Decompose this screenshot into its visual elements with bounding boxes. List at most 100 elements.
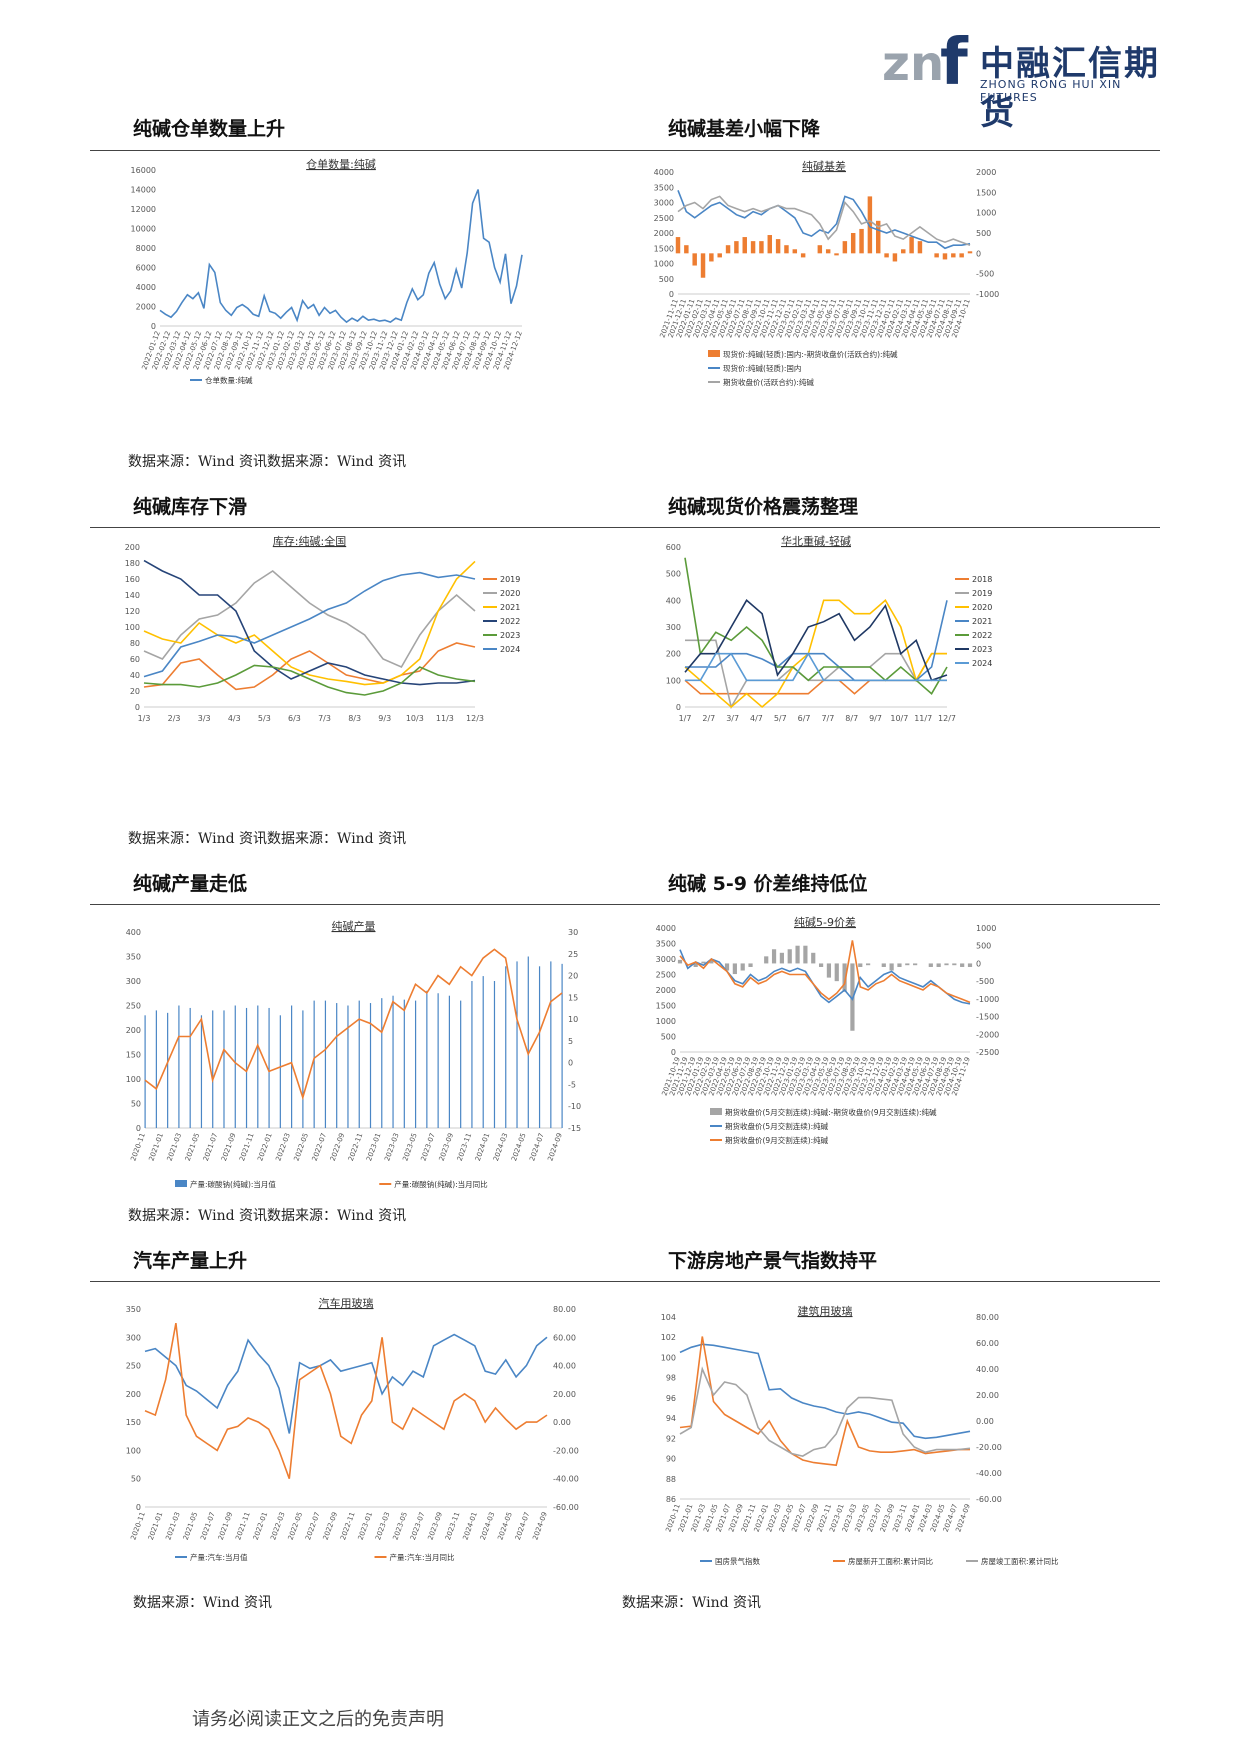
- bar-mark: [771, 949, 777, 964]
- chart-title: 建筑用玻璃: [798, 1304, 853, 1318]
- chart-title: 仓单数量:纯碱: [306, 158, 376, 171]
- bar-mark: [775, 239, 781, 254]
- legend-label: 期货收盘价(9月交割连续):纯碱: [725, 1135, 829, 1145]
- y-tick-label: 0: [151, 322, 156, 331]
- y-tick-label: 1500: [654, 244, 674, 253]
- y2-tick-label: -500: [976, 270, 994, 279]
- legend-label: 2021: [500, 603, 520, 612]
- bar-mark: [936, 963, 941, 967]
- x-tick-label: 2024-01: [461, 1511, 479, 1541]
- source-note-1: 数据来源：Wind 资讯数据来源：Wind 资讯: [128, 454, 407, 470]
- series-line: [684, 599, 947, 709]
- bar-mark: [787, 949, 792, 964]
- y-tick-label: 600: [666, 543, 681, 552]
- y-tick-label: 120: [125, 607, 140, 616]
- bar-mark: [725, 245, 731, 254]
- y-tick-label: 3500: [654, 183, 674, 192]
- legend-swatch: [175, 1180, 187, 1187]
- y-tick-label: 300: [126, 1333, 141, 1342]
- legend-label: 现货价:纯碱(轻质):国内: [723, 363, 801, 373]
- bar-mark: [392, 995, 394, 1128]
- y-tick-label: 150: [126, 1418, 141, 1427]
- series-line: [685, 639, 947, 710]
- x-tick-label: 11/7: [914, 714, 932, 723]
- bar-mark: [811, 952, 816, 964]
- y-tick-label: 12000: [131, 205, 156, 214]
- legend-label: 期货收盘价(5月交割连续):纯碱: [725, 1121, 829, 1131]
- y-tick-label: 100: [126, 1075, 141, 1084]
- y2-tick-label: -40.00: [976, 1469, 1002, 1478]
- y2-tick-label: -2000: [976, 1030, 999, 1039]
- y2-tick-label: 0: [976, 959, 981, 968]
- bar-mark: [795, 945, 800, 964]
- series-line: [144, 948, 563, 1101]
- y-tick-label: 90: [666, 1455, 676, 1464]
- divider-3: [90, 904, 1160, 905]
- bar-mark: [750, 241, 756, 254]
- x-tick-label: 6/3: [288, 714, 301, 723]
- y2-tick-label: 0: [568, 1059, 573, 1068]
- y-tick-label: 2500: [656, 971, 676, 980]
- x-tick-label: 2023-05: [392, 1511, 410, 1541]
- y-tick-label: 0: [135, 703, 140, 712]
- x-tick-label: 10/3: [406, 714, 424, 723]
- y-tick-label: 200: [125, 543, 140, 552]
- bar-mark: [884, 253, 889, 258]
- bar-mark: [875, 220, 881, 254]
- x-tick-label: 12/7: [938, 714, 956, 723]
- y-tick-label: 0: [669, 290, 674, 299]
- chart-title: 库存:纯碱:全国: [273, 535, 346, 548]
- y2-tick-label: 20: [568, 972, 578, 981]
- chart-inventory: 库存:纯碱:全国 0 20 40 60 80 100 120 140 160 180 200 1/3 2/…: [125, 535, 521, 723]
- legend-swatch: [708, 350, 720, 357]
- y-tick-label: 4000: [136, 283, 156, 292]
- y-tick-label: 350: [126, 1305, 141, 1314]
- bar-mark: [944, 963, 949, 966]
- y2-tick-label: 60.00: [976, 1339, 999, 1348]
- bar-mark: [709, 253, 714, 262]
- bar-mark: [448, 995, 450, 1128]
- chart-spread: 纯碱5-9价差 0 500 1000 1500 2000 2500 3000 3500 4000 -…: [656, 915, 1000, 1145]
- y2-tick-label: -60.00: [976, 1495, 1002, 1504]
- series-line: [679, 1343, 971, 1440]
- bar-mark: [825, 249, 831, 254]
- x-tick-label: 2023-05: [401, 1132, 419, 1162]
- y-tick-label: 8000: [136, 244, 156, 253]
- section-title-spot-price: 纯碱现货价格震荡整理: [668, 496, 859, 518]
- x-tick-label: 10/7: [890, 714, 908, 723]
- legend-label: 产量:碳酸钠(纯碱):当月同比: [394, 1179, 488, 1189]
- x-tick-label: 2020-11: [129, 1132, 147, 1162]
- bar-mark: [859, 228, 864, 254]
- series-line: [143, 569, 476, 669]
- bar-mark: [313, 1000, 315, 1128]
- bar-mark: [800, 253, 806, 258]
- section-title-spread: 纯碱 5-9 价差维持低位: [668, 873, 868, 895]
- svg-text:f: f: [940, 28, 969, 98]
- chart-spot-price: 华北重碱-轻碱 0 100 200 300 400 500 600 1/7 2/7 3/7 4/7 5/…: [666, 535, 993, 723]
- x-tick-label: 2024-01: [474, 1132, 492, 1162]
- y-tick-label: 94: [666, 1414, 676, 1423]
- series-line: [684, 557, 948, 695]
- x-tick-label: 2023-07: [419, 1132, 437, 1162]
- series-line: [684, 599, 948, 682]
- y-tick-label: 80: [130, 639, 140, 648]
- y-tick-label: 88: [666, 1475, 676, 1484]
- bar-mark: [302, 1010, 304, 1128]
- x-tick-label: 2024-05: [496, 1511, 514, 1541]
- bar-mark: [493, 981, 496, 1128]
- series-line: [144, 1322, 548, 1479]
- bar-mark: [471, 981, 473, 1128]
- bar-mark: [967, 251, 973, 254]
- chart-output: 纯碱产量 0 50 100 150 200 250 300 350 400 -15 -10 -5 0 5 10…: [126, 919, 581, 1189]
- y-tick-label: 14000: [131, 186, 156, 195]
- x-tick-label: 2024-03: [479, 1511, 497, 1541]
- x-tick-label: 1/3: [138, 714, 151, 723]
- x-tick-label: 2023-03: [374, 1511, 392, 1541]
- series-line: [143, 571, 476, 678]
- x-tick-label: 2020-11: [129, 1511, 147, 1541]
- x-tick-label: 5/7: [774, 714, 787, 723]
- x-tick-label: 2021-07: [199, 1511, 217, 1541]
- x-tick-label: 7/7: [821, 714, 834, 723]
- y-tick-label: 2000: [656, 986, 676, 995]
- source-note-5: 数据来源：Wind 资讯: [622, 1595, 762, 1611]
